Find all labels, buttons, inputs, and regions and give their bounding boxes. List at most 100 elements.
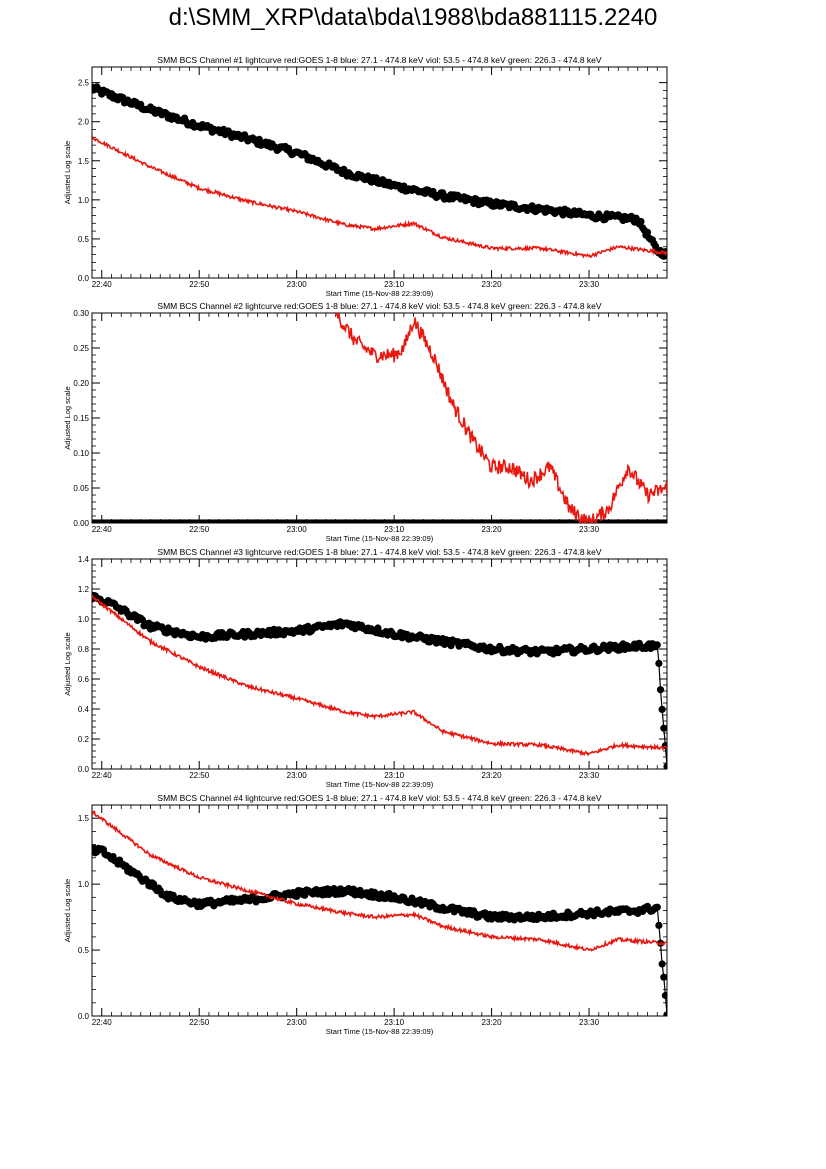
y-tick-label: 1.0 bbox=[78, 880, 90, 889]
x-tick-label: 23:10 bbox=[384, 771, 405, 780]
chart-title: SMM BCS Channel #4 lightcurve red:GOES 1… bbox=[157, 793, 601, 803]
chart-panel-2: SMM BCS Channel #2 lightcurve red:GOES 1… bbox=[63, 301, 668, 543]
series-line bbox=[92, 85, 667, 258]
y-tick-label: 1.5 bbox=[78, 814, 90, 823]
plot-frame bbox=[91, 558, 668, 770]
y-tick-label: 2.5 bbox=[78, 79, 90, 88]
data-point bbox=[655, 921, 663, 930]
x-tick-label: 23:00 bbox=[287, 280, 308, 289]
x-tick-label: 23:30 bbox=[579, 280, 600, 289]
plot-area bbox=[92, 591, 667, 769]
data-point bbox=[655, 659, 663, 668]
x-tick-label: 23:00 bbox=[287, 1018, 308, 1027]
red-series bbox=[334, 313, 667, 523]
y-tick-label: 2.0 bbox=[78, 118, 90, 127]
y-tick-label: 0.25 bbox=[73, 344, 89, 353]
y-tick-label: 1.2 bbox=[78, 585, 90, 594]
y-tick-label: 1.0 bbox=[78, 196, 90, 205]
x-tick-label: 23:20 bbox=[482, 525, 503, 534]
x-tick-label: 23:00 bbox=[287, 771, 308, 780]
y-tick-label: 0.2 bbox=[78, 735, 90, 744]
y-tick-label: 0.5 bbox=[78, 235, 90, 244]
x-tick-label: 23:10 bbox=[384, 280, 405, 289]
series-line bbox=[92, 594, 667, 767]
black-series bbox=[92, 83, 667, 260]
y-axis-label: Adjusted Log scale bbox=[63, 141, 72, 204]
x-tick-label: 22:40 bbox=[92, 771, 113, 780]
chart-title: SMM BCS Channel #2 lightcurve red:GOES 1… bbox=[157, 301, 601, 311]
y-tick-label: 0.0 bbox=[78, 274, 90, 283]
data-point bbox=[293, 892, 301, 901]
x-axis-label: Start Time (15-Nov-88 22:39:09) bbox=[326, 534, 434, 543]
data-point bbox=[637, 217, 645, 226]
y-tick-label: 0.8 bbox=[78, 645, 90, 654]
plot-frame bbox=[91, 312, 668, 524]
x-tick-label: 22:50 bbox=[189, 1018, 210, 1027]
data-point bbox=[660, 724, 667, 732]
chart-panel-1: SMM BCS Channel #1 lightcurve red:GOES 1… bbox=[63, 55, 668, 298]
y-axis-label: Adjusted Log scale bbox=[63, 879, 72, 942]
plot-area bbox=[92, 313, 667, 523]
x-axis-label: Start Time (15-Nov-88 22:39:09) bbox=[326, 1027, 434, 1036]
y-axis-label: Adjusted Log scale bbox=[63, 632, 72, 695]
x-tick-label: 23:10 bbox=[384, 1018, 405, 1027]
red-series bbox=[92, 810, 667, 952]
x-tick-label: 23:00 bbox=[287, 525, 308, 534]
data-point bbox=[643, 228, 652, 236]
chart-title: SMM BCS Channel #1 lightcurve red:GOES 1… bbox=[157, 55, 601, 65]
y-tick-label: 1.5 bbox=[78, 157, 90, 166]
x-axis-label: Start Time (15-Nov-88 22:39:09) bbox=[326, 289, 434, 298]
data-point bbox=[663, 519, 667, 523]
y-tick-label: 0.10 bbox=[73, 449, 89, 458]
red-series bbox=[92, 594, 667, 757]
x-tick-label: 23:30 bbox=[579, 525, 600, 534]
y-tick-label: 0.00 bbox=[73, 519, 89, 528]
data-point bbox=[663, 762, 667, 769]
data-point bbox=[255, 135, 263, 143]
data-point bbox=[658, 960, 666, 968]
data-point bbox=[663, 1011, 667, 1016]
y-tick-label: 0.15 bbox=[73, 414, 89, 423]
data-point bbox=[653, 641, 661, 649]
page-title: d:\SMM_XRP\data\bda\1988\bda881115.2240 bbox=[168, 4, 658, 31]
x-tick-label: 23:20 bbox=[482, 280, 503, 289]
x-tick-label: 22:40 bbox=[92, 280, 113, 289]
chart-panel-4: SMM BCS Channel #4 lightcurve red:GOES 1… bbox=[63, 793, 668, 1036]
x-tick-label: 23:20 bbox=[482, 1018, 503, 1027]
x-axis-label: Start Time (15-Nov-88 22:39:09) bbox=[326, 780, 434, 789]
plot-frame bbox=[91, 66, 668, 279]
x-tick-label: 22:50 bbox=[189, 280, 210, 289]
black-series bbox=[92, 844, 667, 1016]
x-tick-label: 23:20 bbox=[482, 771, 503, 780]
series-line bbox=[92, 846, 667, 1015]
chart-title: SMM BCS Channel #3 lightcurve red:GOES 1… bbox=[157, 547, 601, 557]
series-line bbox=[92, 810, 667, 952]
y-tick-label: 1.0 bbox=[78, 615, 90, 624]
red-series bbox=[92, 135, 667, 259]
data-point bbox=[653, 903, 661, 911]
y-tick-label: 0.0 bbox=[78, 1012, 90, 1021]
data-point bbox=[661, 991, 667, 1000]
plot-area bbox=[92, 83, 667, 260]
y-tick-label: 0.5 bbox=[78, 946, 90, 955]
data-point bbox=[660, 973, 667, 981]
x-tick-label: 22:50 bbox=[189, 771, 210, 780]
x-tick-label: 23:10 bbox=[384, 525, 405, 534]
y-tick-label: 0.4 bbox=[78, 705, 90, 714]
x-tick-label: 22:40 bbox=[92, 525, 113, 534]
chart-panel-3: SMM BCS Channel #3 lightcurve red:GOES 1… bbox=[63, 547, 668, 789]
y-axis-label: Adjusted Log scale bbox=[63, 386, 72, 449]
y-tick-label: 0.30 bbox=[73, 309, 89, 318]
y-tick-label: 0.6 bbox=[78, 675, 90, 684]
series-line bbox=[92, 594, 667, 757]
y-tick-label: 1.4 bbox=[78, 555, 90, 564]
y-tick-label: 0.0 bbox=[78, 765, 90, 774]
x-tick-label: 23:30 bbox=[579, 1018, 600, 1027]
x-tick-label: 22:50 bbox=[189, 525, 210, 534]
y-tick-label: 0.05 bbox=[73, 484, 89, 493]
black-series bbox=[92, 591, 667, 769]
series-line bbox=[92, 135, 667, 259]
series-line bbox=[334, 313, 667, 523]
x-tick-label: 23:30 bbox=[579, 771, 600, 780]
